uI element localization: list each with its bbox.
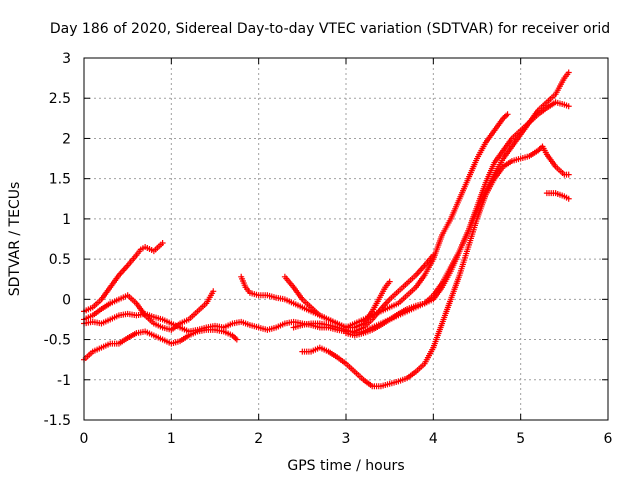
y-tick-label: 2 bbox=[62, 131, 71, 147]
data-series bbox=[81, 69, 572, 390]
y-tick-label: -1.5 bbox=[44, 413, 71, 429]
x-tick-label: 5 bbox=[516, 431, 525, 447]
data-point-marker bbox=[504, 111, 511, 118]
y-tick-label: 1 bbox=[62, 212, 71, 228]
y-tick-label: 0 bbox=[62, 292, 71, 308]
x-tick-label: 1 bbox=[167, 431, 176, 447]
y-tick-label: 2.5 bbox=[49, 91, 71, 107]
y-axis-label: SDTVAR / TECUs bbox=[7, 182, 23, 297]
x-axis-label: GPS time / hours bbox=[287, 458, 404, 474]
grid-lines bbox=[84, 58, 608, 420]
series-trace-9 bbox=[343, 99, 572, 339]
series-trace-3 bbox=[81, 326, 240, 363]
x-tick-label: 3 bbox=[342, 431, 351, 447]
data-point-marker bbox=[565, 195, 572, 202]
y-tick-label: 0.5 bbox=[49, 252, 71, 268]
data-point-marker bbox=[386, 278, 393, 285]
data-point-marker bbox=[210, 288, 217, 295]
y-tick-label: -1 bbox=[57, 373, 71, 389]
series-trace-1 bbox=[81, 240, 166, 315]
series-trace-7 bbox=[290, 69, 572, 337]
y-tick-label: 3 bbox=[62, 51, 71, 67]
data-point-marker bbox=[565, 69, 572, 76]
x-tick-label: 2 bbox=[254, 431, 263, 447]
series-trace-10 bbox=[543, 190, 572, 202]
series-trace-8 bbox=[299, 143, 572, 390]
x-tick-label: 0 bbox=[80, 431, 89, 447]
data-point-marker bbox=[159, 240, 166, 247]
tick-labels: 0 1 2 3 4 5 6 -1.5 -1 -0.5 0 0.5 1 1.5 2 2.5 3 bbox=[44, 51, 613, 447]
axis-ticks bbox=[83, 57, 609, 421]
y-tick-label: 1.5 bbox=[49, 172, 71, 188]
y-tick-label: -0.5 bbox=[44, 333, 71, 349]
x-tick-label: 4 bbox=[429, 431, 438, 447]
series-trace-6 bbox=[281, 111, 511, 331]
x-tick-label: 6 bbox=[604, 431, 613, 447]
chart-title: Day 186 of 2020, Sidereal Day-to-day VTE… bbox=[50, 21, 610, 37]
data-point-marker bbox=[565, 171, 572, 178]
data-point-marker bbox=[233, 336, 240, 343]
data-point-marker bbox=[565, 103, 572, 110]
